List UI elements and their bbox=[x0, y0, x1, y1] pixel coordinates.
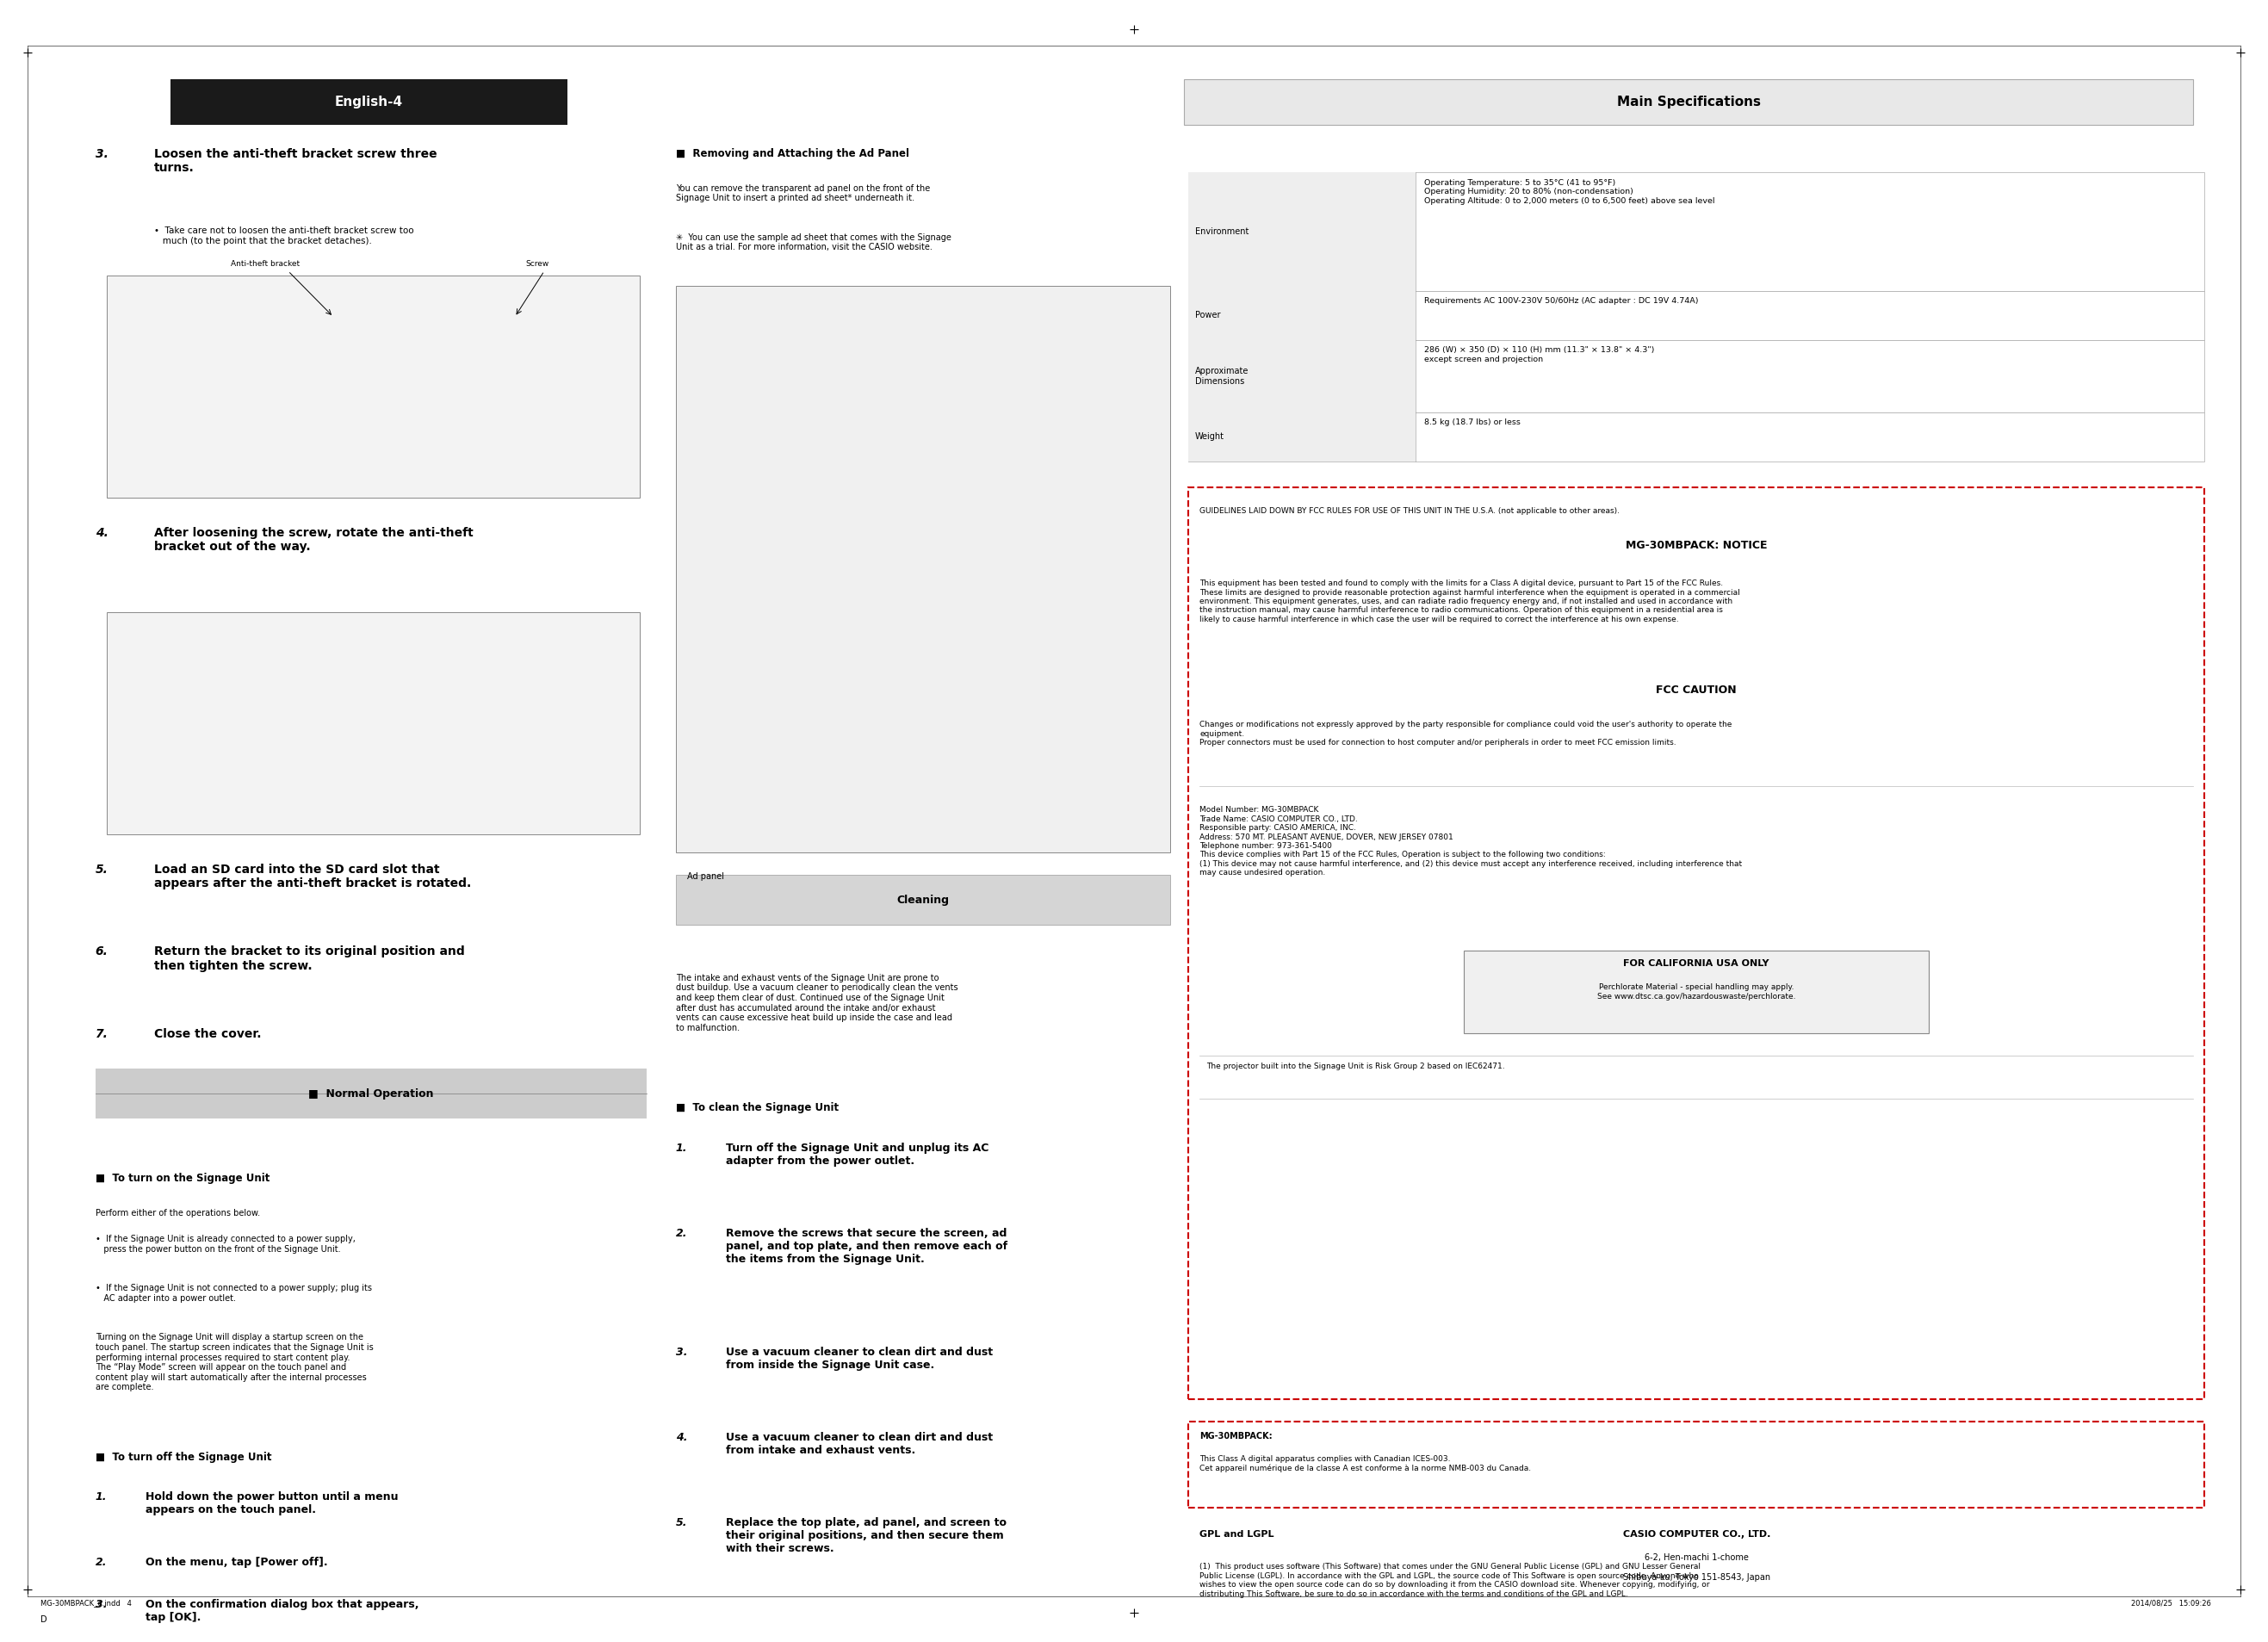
Text: Perform either of the operations below.: Perform either of the operations below. bbox=[95, 1209, 261, 1217]
FancyBboxPatch shape bbox=[170, 79, 567, 125]
Text: 286 (W) × 350 (D) × 110 (H) mm (11.3" × 13.8" × 4.3")
except screen and projecti: 286 (W) × 350 (D) × 110 (H) mm (11.3" × … bbox=[1424, 346, 1656, 363]
Text: Remove the screws that secure the screen, ad
panel, and top plate, and then remo: Remove the screws that secure the screen… bbox=[726, 1228, 1007, 1266]
Text: Use a vacuum cleaner to clean dirt and dust
from intake and exhaust vents.: Use a vacuum cleaner to clean dirt and d… bbox=[726, 1432, 993, 1456]
Text: Main Specifications: Main Specifications bbox=[1617, 95, 1760, 108]
Text: MG-30MBPACK:: MG-30MBPACK: bbox=[1200, 1432, 1272, 1440]
FancyBboxPatch shape bbox=[1188, 488, 2204, 1399]
Text: 3.: 3. bbox=[676, 1346, 687, 1358]
FancyBboxPatch shape bbox=[1184, 79, 2193, 125]
Text: Replace the top plate, ad panel, and screen to
their original positions, and the: Replace the top plate, ad panel, and scr… bbox=[726, 1517, 1007, 1555]
Text: 3.: 3. bbox=[95, 1599, 107, 1611]
Text: 2014/08/25   15:09:26: 2014/08/25 15:09:26 bbox=[2132, 1599, 2211, 1608]
Text: Perchlorate Material - special handling may apply.
See www.dtsc.ca.gov/hazardous: Perchlorate Material - special handling … bbox=[1597, 984, 1796, 1000]
FancyBboxPatch shape bbox=[676, 286, 1170, 852]
Text: MG-30MBPACK: NOTICE: MG-30MBPACK: NOTICE bbox=[1626, 540, 1767, 552]
Text: Power: Power bbox=[1195, 310, 1220, 320]
Text: ■  To clean the Signage Unit: ■ To clean the Signage Unit bbox=[676, 1102, 839, 1113]
Text: 2.: 2. bbox=[95, 1557, 107, 1568]
Text: 4.: 4. bbox=[676, 1432, 687, 1443]
FancyBboxPatch shape bbox=[1188, 412, 1415, 461]
Text: CASIO COMPUTER CO., LTD.: CASIO COMPUTER CO., LTD. bbox=[1622, 1530, 1771, 1539]
Text: Shibuya-ku, Tokyo 151-8543, Japan: Shibuya-ku, Tokyo 151-8543, Japan bbox=[1624, 1573, 1769, 1581]
Text: FCC CAUTION: FCC CAUTION bbox=[1656, 685, 1737, 696]
Text: 1.: 1. bbox=[95, 1491, 107, 1502]
Text: Loosen the anti-theft bracket screw three
turns.: Loosen the anti-theft bracket screw thre… bbox=[154, 148, 438, 174]
Text: Weight: Weight bbox=[1195, 432, 1225, 442]
Text: 1.: 1. bbox=[676, 1143, 687, 1154]
Text: ■  To turn on the Signage Unit: ■ To turn on the Signage Unit bbox=[95, 1172, 270, 1184]
Text: Changes or modifications not expressly approved by the party responsible for com: Changes or modifications not expressly a… bbox=[1200, 721, 1733, 747]
Text: FOR CALIFORNIA USA ONLY: FOR CALIFORNIA USA ONLY bbox=[1624, 959, 1769, 967]
FancyBboxPatch shape bbox=[676, 875, 1170, 924]
Text: 4.: 4. bbox=[95, 527, 109, 539]
Text: On the confirmation dialog box that appears,
tap [OK].: On the confirmation dialog box that appe… bbox=[145, 1599, 420, 1624]
Text: 6.: 6. bbox=[95, 946, 109, 957]
FancyBboxPatch shape bbox=[1188, 340, 2204, 412]
Text: Close the cover.: Close the cover. bbox=[154, 1028, 261, 1039]
FancyBboxPatch shape bbox=[1188, 172, 1415, 291]
Text: (1)  This product uses software (This Software) that comes under the GNU General: (1) This product uses software (This Sof… bbox=[1200, 1563, 1710, 1598]
Text: Anti-theft bracket: Anti-theft bracket bbox=[231, 259, 299, 268]
FancyBboxPatch shape bbox=[1188, 291, 1415, 340]
Text: Load an SD card into the SD card slot that
appears after the anti-theft bracket : Load an SD card into the SD card slot th… bbox=[154, 864, 472, 890]
FancyBboxPatch shape bbox=[1188, 412, 2204, 461]
Text: You can remove the transparent ad panel on the front of the
Signage Unit to inse: You can remove the transparent ad panel … bbox=[676, 184, 930, 202]
Text: MG-30MBPACK_e.indd   4: MG-30MBPACK_e.indd 4 bbox=[41, 1599, 132, 1608]
Text: On the menu, tap [Power off].: On the menu, tap [Power off]. bbox=[145, 1557, 327, 1568]
Text: Return the bracket to its original position and
then tighten the screw.: Return the bracket to its original posit… bbox=[154, 946, 465, 972]
Text: •  If the Signage Unit is already connected to a power supply,
   press the powe: • If the Signage Unit is already connect… bbox=[95, 1235, 356, 1253]
Text: •  Take care not to loosen the anti-theft bracket screw too
   much (to the poin: • Take care not to loosen the anti-theft… bbox=[154, 227, 415, 245]
Text: Hold down the power button until a menu
appears on the touch panel.: Hold down the power button until a menu … bbox=[145, 1491, 397, 1516]
FancyBboxPatch shape bbox=[107, 276, 640, 498]
Text: This Class A digital apparatus complies with Canadian ICES-003.
Cet appareil num: This Class A digital apparatus complies … bbox=[1200, 1455, 1531, 1471]
Text: ■  Normal Operation: ■ Normal Operation bbox=[308, 1089, 433, 1098]
Text: Turning on the Signage Unit will display a startup screen on the
touch panel. Th: Turning on the Signage Unit will display… bbox=[95, 1333, 374, 1392]
FancyBboxPatch shape bbox=[1188, 340, 1415, 412]
Text: The intake and exhaust vents of the Signage Unit are prone to
dust buildup. Use : The intake and exhaust vents of the Sign… bbox=[676, 974, 957, 1033]
Text: D: D bbox=[41, 1616, 48, 1624]
FancyBboxPatch shape bbox=[1188, 1422, 2204, 1507]
Text: This equipment has been tested and found to comply with the limits for a Class A: This equipment has been tested and found… bbox=[1200, 580, 1740, 624]
Text: Approximate
Dimensions: Approximate Dimensions bbox=[1195, 366, 1250, 386]
FancyBboxPatch shape bbox=[1188, 172, 2204, 291]
Text: 5.: 5. bbox=[95, 864, 109, 875]
Text: 7.: 7. bbox=[95, 1028, 109, 1039]
Text: Ad panel: Ad panel bbox=[687, 872, 723, 880]
Text: Operating Temperature: 5 to 35°C (41 to 95°F)
Operating Humidity: 20 to 80% (non: Operating Temperature: 5 to 35°C (41 to … bbox=[1424, 179, 1715, 205]
Text: English-4: English-4 bbox=[333, 95, 404, 108]
Text: GUIDELINES LAID DOWN BY FCC RULES FOR USE OF THIS UNIT IN THE U.S.A. (not applic: GUIDELINES LAID DOWN BY FCC RULES FOR US… bbox=[1200, 507, 1619, 516]
Text: Cleaning: Cleaning bbox=[896, 895, 950, 905]
Text: GPL and LGPL: GPL and LGPL bbox=[1200, 1530, 1275, 1539]
Text: Model Number: MG-30MBPACK
Trade Name: CASIO COMPUTER CO., LTD.
Responsible party: Model Number: MG-30MBPACK Trade Name: CA… bbox=[1200, 806, 1742, 877]
Text: ■  To turn off the Signage Unit: ■ To turn off the Signage Unit bbox=[95, 1452, 272, 1463]
FancyBboxPatch shape bbox=[107, 612, 640, 834]
Text: Turn off the Signage Unit and unplug its AC
adapter from the power outlet.: Turn off the Signage Unit and unplug its… bbox=[726, 1143, 989, 1167]
FancyBboxPatch shape bbox=[1188, 291, 2204, 340]
FancyBboxPatch shape bbox=[1465, 951, 1928, 1033]
Text: ■  Removing and Attaching the Ad Panel: ■ Removing and Attaching the Ad Panel bbox=[676, 148, 909, 159]
Text: Screw: Screw bbox=[526, 259, 549, 268]
Text: 2.: 2. bbox=[676, 1228, 687, 1240]
Text: 3.: 3. bbox=[95, 148, 109, 159]
Text: After loosening the screw, rotate the anti-theft
bracket out of the way.: After loosening the screw, rotate the an… bbox=[154, 527, 474, 553]
Text: Environment: Environment bbox=[1195, 227, 1250, 236]
Text: 5.: 5. bbox=[676, 1517, 687, 1529]
Text: Use a vacuum cleaner to clean dirt and dust
from inside the Signage Unit case.: Use a vacuum cleaner to clean dirt and d… bbox=[726, 1346, 993, 1371]
Text: •  If the Signage Unit is not connected to a power supply; plug its
   AC adapte: • If the Signage Unit is not connected t… bbox=[95, 1284, 372, 1302]
FancyBboxPatch shape bbox=[95, 1069, 646, 1118]
Text: 6-2, Hen-machi 1-chome: 6-2, Hen-machi 1-chome bbox=[1644, 1553, 1749, 1562]
Text: ✳  You can use the sample ad sheet that comes with the Signage
Unit as a trial. : ✳ You can use the sample ad sheet that c… bbox=[676, 233, 950, 251]
Text: 8.5 kg (18.7 lbs) or less: 8.5 kg (18.7 lbs) or less bbox=[1424, 419, 1520, 427]
Text: Requirements AC 100V-230V 50/60Hz (AC adapter : DC 19V 4.74A): Requirements AC 100V-230V 50/60Hz (AC ad… bbox=[1424, 297, 1699, 305]
Text: The projector built into the Signage Unit is Risk Group 2 based on IEC62471.: The projector built into the Signage Uni… bbox=[1207, 1062, 1506, 1071]
